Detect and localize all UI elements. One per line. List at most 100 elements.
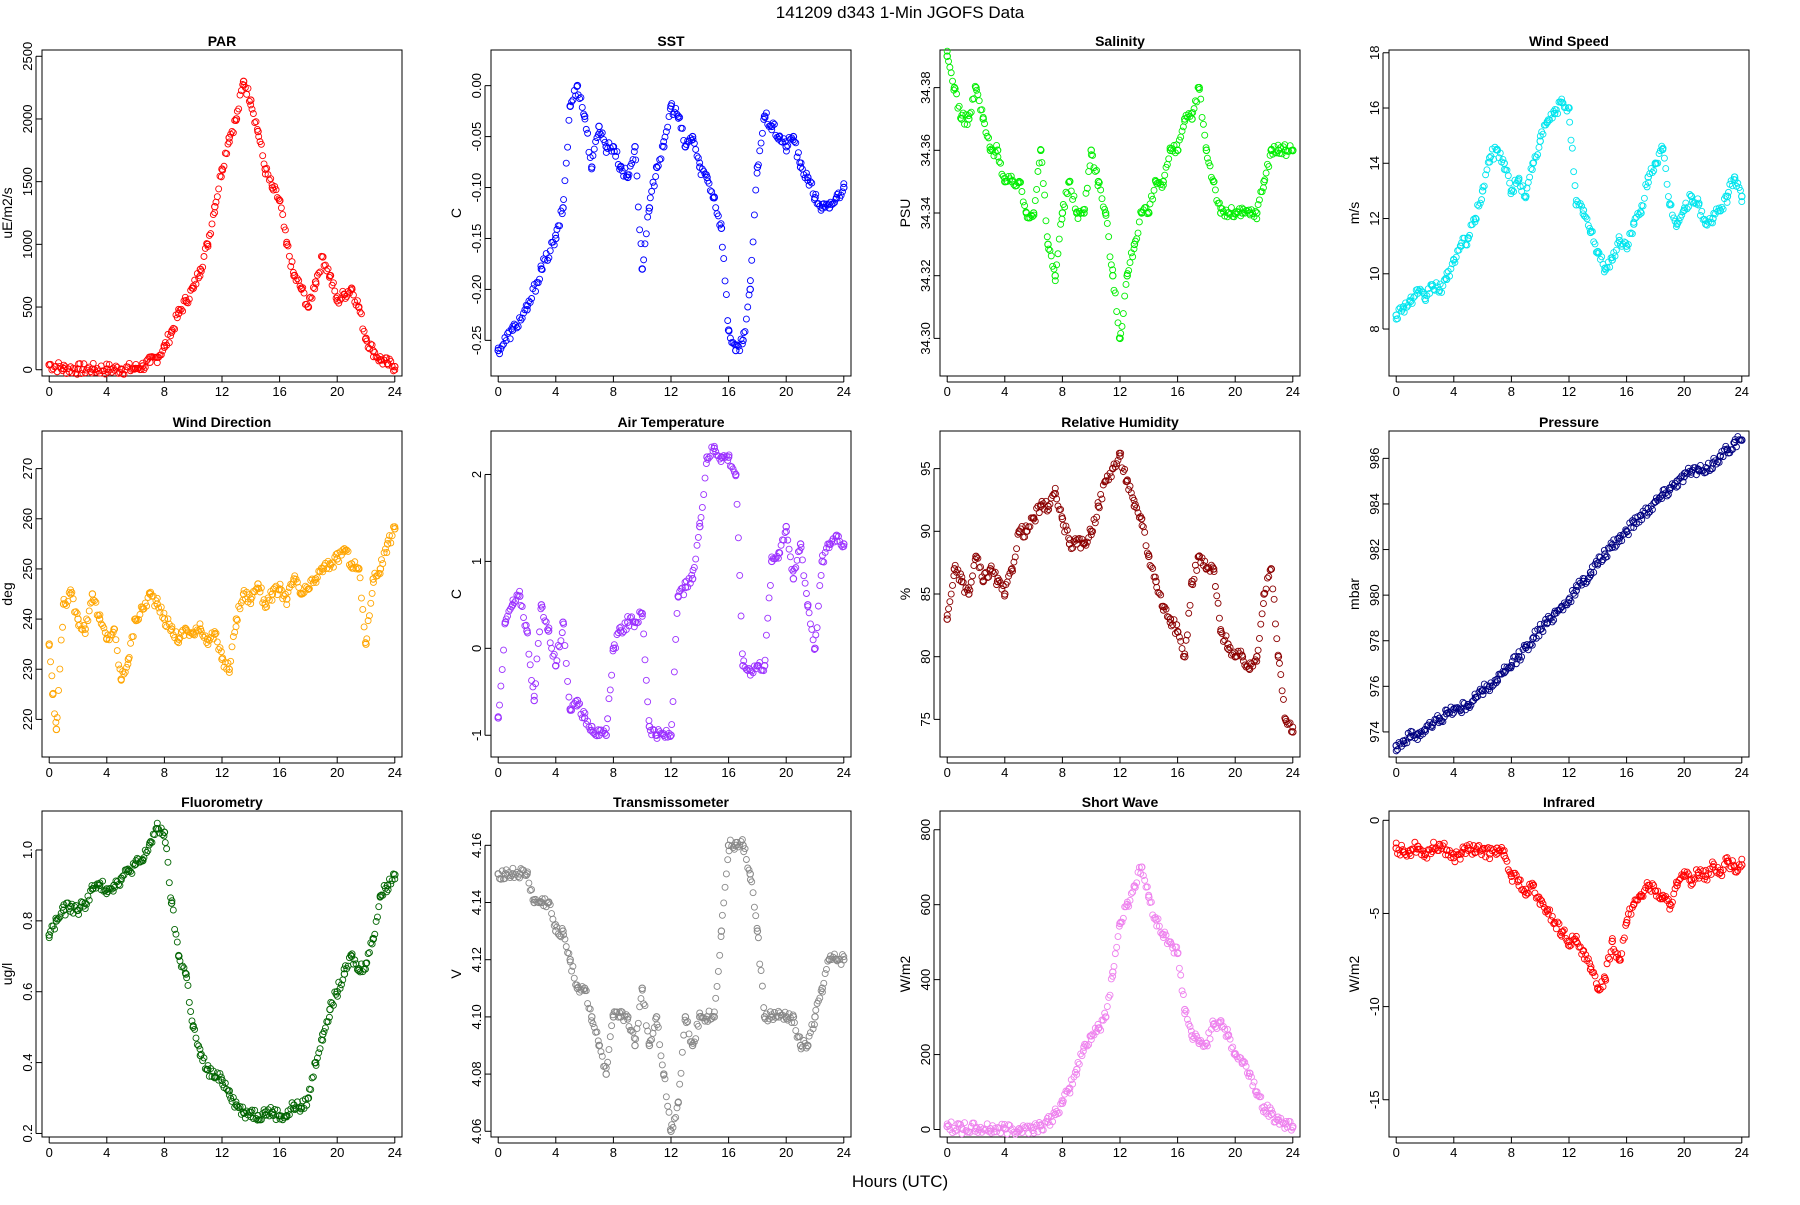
data-point — [370, 353, 377, 361]
plot-frame — [490, 430, 852, 758]
data-point — [239, 77, 248, 86]
data-point — [1654, 887, 1662, 895]
data-point — [625, 622, 633, 630]
data-point — [637, 995, 645, 1003]
x-tick-label: 12 — [215, 1145, 229, 1160]
data-point — [1623, 245, 1631, 253]
data-point — [331, 287, 339, 295]
data-point — [1278, 687, 1286, 695]
data-point — [184, 299, 192, 307]
data-point — [705, 454, 713, 462]
data-point — [518, 314, 526, 322]
data-point — [1110, 460, 1118, 468]
data-point — [152, 353, 160, 361]
data-point — [1511, 869, 1519, 877]
data-point — [1175, 136, 1183, 144]
data-point — [1021, 533, 1029, 541]
data-point — [1083, 1042, 1091, 1050]
data-point — [1054, 1110, 1062, 1118]
data-point — [746, 285, 754, 294]
data-point — [953, 90, 960, 98]
data-point — [1423, 854, 1431, 862]
data-point — [1094, 1020, 1102, 1028]
data-point — [740, 657, 748, 665]
data-point — [339, 976, 347, 984]
data-point — [307, 293, 315, 301]
data-point — [967, 578, 975, 586]
data-point — [1175, 964, 1183, 972]
x-axis: 0 4 8 12 16 20 24 — [944, 1137, 1300, 1160]
data-point — [1567, 136, 1575, 144]
data-point — [72, 608, 80, 616]
data-point — [1043, 233, 1051, 241]
data-point — [312, 1061, 320, 1069]
data-point — [1504, 172, 1512, 180]
data-point — [129, 633, 137, 641]
data-point — [1094, 177, 1103, 186]
data-point — [1083, 538, 1091, 546]
data-point — [617, 162, 625, 170]
data-point — [1599, 983, 1607, 991]
data-point — [614, 1013, 622, 1021]
data-point — [954, 104, 962, 112]
data-point — [236, 91, 244, 99]
panel-title: Salinity — [1095, 33, 1145, 49]
data-point — [1614, 950, 1622, 958]
y-tick-label: -0.25 — [469, 326, 484, 356]
data-point — [287, 262, 295, 270]
data-point — [175, 305, 183, 313]
x-tick-label: 8 — [1508, 384, 1515, 399]
data-point — [1087, 1036, 1095, 1044]
data-point — [1162, 605, 1170, 613]
data-point — [1414, 286, 1421, 293]
data-point — [631, 1041, 639, 1050]
data-point — [1694, 195, 1702, 203]
y-tick-label: 270 — [20, 458, 35, 480]
data-point — [540, 613, 548, 621]
x-tick-label: 12 — [1562, 384, 1576, 399]
y-axis: 4.064.084.104.124.144.16 — [469, 833, 491, 1144]
data-point — [690, 563, 698, 571]
data-point — [525, 650, 533, 658]
data-point — [736, 571, 744, 579]
data-point — [1030, 1129, 1038, 1137]
data-point — [839, 951, 846, 958]
data-point — [680, 1031, 688, 1039]
data-point — [1209, 563, 1217, 571]
data-point — [592, 138, 600, 146]
data-point — [1073, 208, 1081, 216]
data-point — [1690, 874, 1698, 882]
data-point — [1135, 218, 1143, 226]
data-point — [994, 153, 1002, 161]
y-tick-label: 90 — [918, 524, 933, 538]
data-point — [1289, 1124, 1297, 1132]
x-tick-label: 8 — [161, 384, 168, 399]
data-point — [1107, 261, 1115, 269]
data-point — [1435, 288, 1443, 296]
data-point — [528, 677, 536, 684]
data-point — [147, 837, 155, 845]
data-point — [245, 97, 253, 105]
data-point — [312, 280, 320, 288]
data-point — [100, 367, 108, 375]
data-point — [761, 114, 769, 122]
data-point — [790, 138, 798, 146]
data-point — [1029, 209, 1038, 217]
data-point — [1442, 709, 1451, 718]
data-point — [1430, 838, 1438, 846]
data-point — [789, 1011, 797, 1019]
data-point — [1523, 641, 1531, 649]
y-tick-label: 4.14 — [469, 890, 484, 915]
data-point — [564, 143, 572, 151]
data-point — [949, 77, 956, 85]
x-tick-label: 4 — [552, 1145, 559, 1160]
data-point — [307, 1086, 315, 1094]
data-point — [821, 548, 829, 556]
y-tick-label: 0.6 — [20, 983, 35, 1001]
data-point — [1733, 868, 1740, 876]
data-point — [1162, 931, 1170, 939]
